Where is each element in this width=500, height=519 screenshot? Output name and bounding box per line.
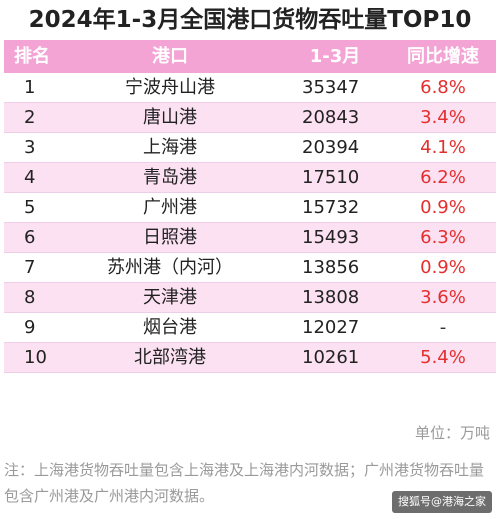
rank-cell: 3: [24, 137, 36, 158]
port-cell: 烟台港: [143, 317, 197, 338]
unit-label: 单位：万吨: [414, 424, 490, 442]
table-row: 5 广州港 15732 0.9%: [4, 193, 496, 223]
rank-cell: 5: [24, 197, 36, 218]
port-cell: 唐山港: [143, 107, 197, 128]
rank-cell: 10: [24, 347, 47, 368]
header-period: 1-3月: [309, 46, 361, 67]
rank-cell: 9: [24, 317, 36, 338]
value-cell: 15493: [302, 227, 360, 248]
table-row: 2 唐山港 20843 3.4%: [4, 103, 496, 133]
table-row: 9 烟台港 12027 -: [4, 313, 496, 343]
header-growth: 同比增速: [407, 46, 479, 67]
rank-cell: 1: [24, 77, 36, 98]
header-port: 港口: [152, 46, 188, 67]
rank-cell: 8: [24, 287, 36, 308]
value-cell: 13856: [302, 257, 360, 278]
table-row: 7 苏州港（内河） 13856 0.9%: [4, 253, 496, 283]
growth-cell: 6.2%: [420, 167, 466, 188]
value-cell: 10261: [302, 347, 360, 368]
port-cell: 苏州港（内河）: [107, 257, 233, 278]
port-cell: 广州港: [143, 197, 197, 218]
growth-cell: 0.9%: [420, 197, 466, 218]
growth-cell: 3.4%: [420, 107, 466, 128]
port-cell: 天津港: [143, 287, 197, 308]
value-cell: 15732: [302, 197, 360, 218]
table-row: 1 宁波舟山港 35347 6.8%: [4, 73, 496, 103]
value-cell: 17510: [302, 167, 360, 188]
table-row: 10 北部湾港 10261 5.4%: [4, 343, 496, 373]
port-cell: 日照港: [143, 227, 197, 248]
growth-cell: 4.1%: [420, 137, 466, 158]
header-rank: 排名: [14, 46, 50, 67]
rank-cell: 6: [24, 227, 36, 248]
table-row: 8 天津港 13808 3.6%: [4, 283, 496, 313]
port-cell: 青岛港: [143, 167, 197, 188]
value-cell: 35347: [302, 77, 360, 98]
growth-cell: 3.6%: [420, 287, 466, 308]
chart-title: 2024年1-3月全国港口货物吞吐量TOP10: [28, 7, 472, 33]
growth-cell: 0.9%: [420, 257, 466, 278]
table-header-row: 排名 港口 1-3月 同比增速: [4, 40, 496, 73]
rank-cell: 7: [24, 257, 36, 278]
port-cell: 宁波舟山港: [125, 77, 215, 98]
table-body: 1 宁波舟山港 35347 6.8% 2 唐山港 20843 3.4% 3 上海港 20394 4.1…: [4, 73, 496, 373]
table-row: 4 青岛港 17510 6.2%: [4, 163, 496, 193]
port-cell: 北部湾港: [134, 347, 206, 368]
ranking-table: 排名 港口 1-3月 同比增速 1 宁波舟山港 35347 6.8% 2 唐山港 20843…: [4, 40, 496, 373]
growth-cell: 6.8%: [420, 77, 466, 98]
growth-cell: 6.3%: [420, 227, 466, 248]
port-cell: 上海港: [143, 137, 197, 158]
value-cell: 20394: [302, 137, 360, 158]
growth-cell: 5.4%: [420, 347, 466, 368]
footnote: 注：上海港货物吞吐量包含上海港及上海港内河数据；广州港货物吞吐量包含广州港及广州…: [4, 461, 485, 505]
value-cell: 13808: [302, 287, 360, 308]
rank-cell: 2: [24, 107, 36, 128]
value-cell: 12027: [302, 317, 360, 338]
watermark: 搜狐号@港海之家: [392, 491, 492, 513]
rank-cell: 4: [24, 167, 36, 188]
value-cell: 20843: [302, 107, 360, 128]
table-row: 6 日照港 15493 6.3%: [4, 223, 496, 253]
growth-cell: -: [439, 317, 447, 338]
table-row: 3 上海港 20394 4.1%: [4, 133, 496, 163]
